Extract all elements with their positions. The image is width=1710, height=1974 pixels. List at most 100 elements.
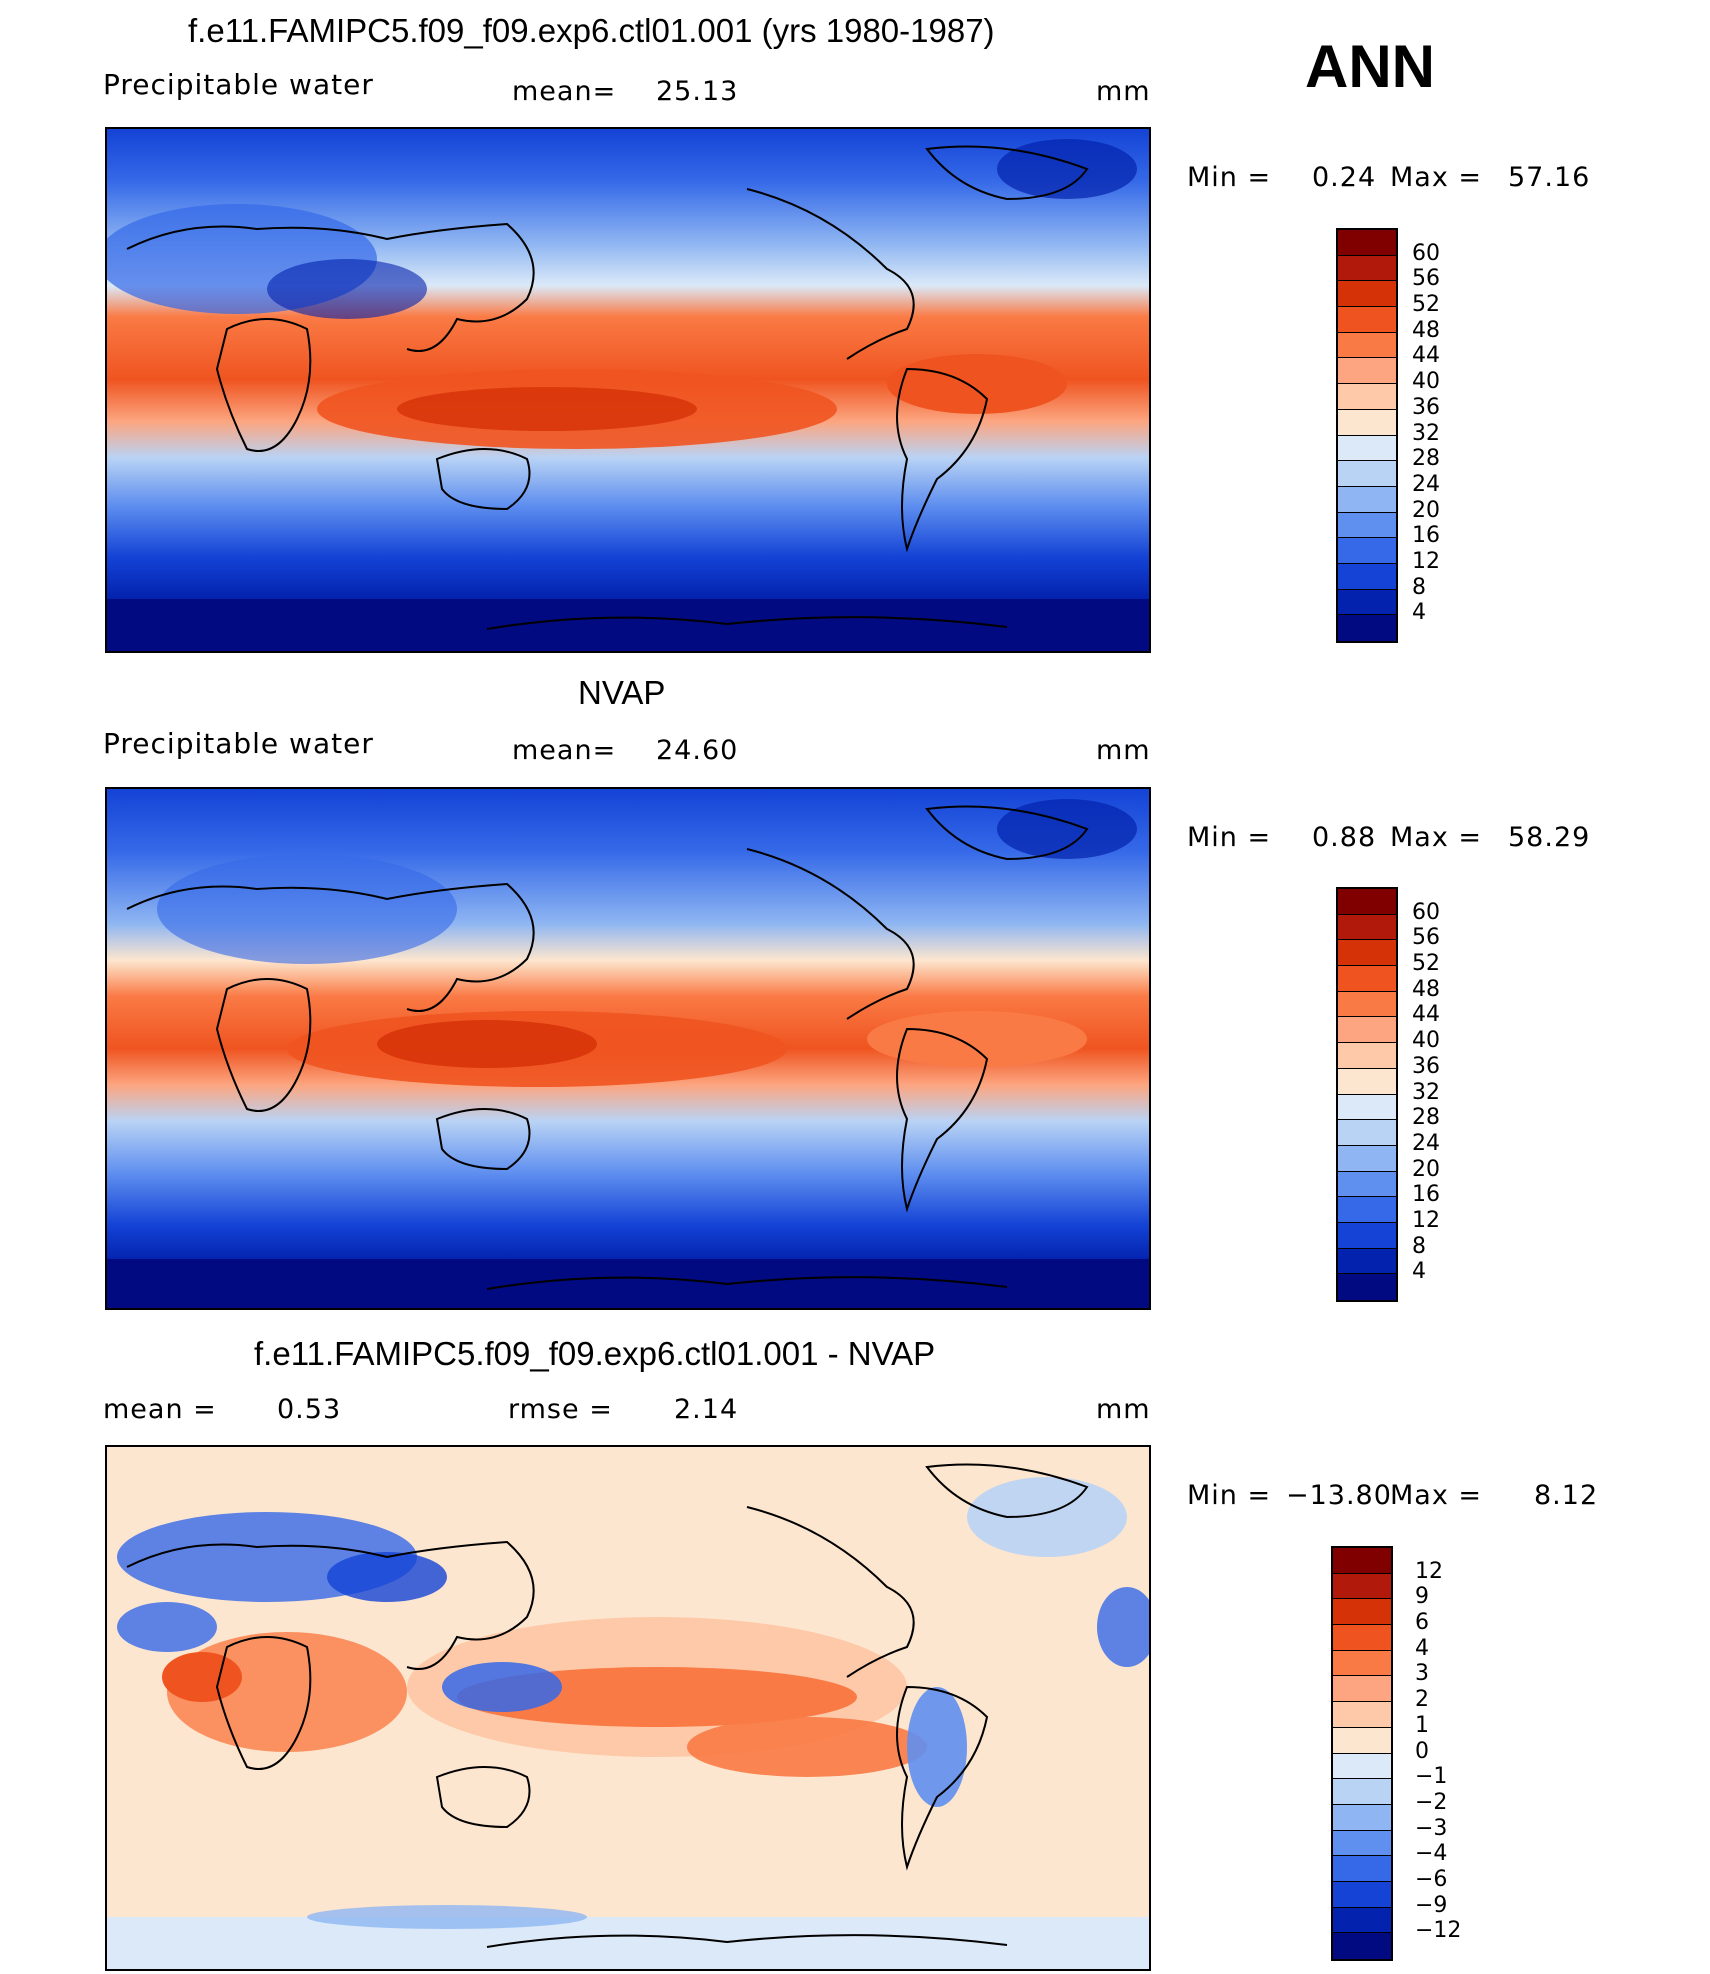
colorbar-tick-label: 60 (1412, 240, 1440, 266)
colorbar-swatch (1338, 230, 1396, 256)
colorbar-swatch (1338, 486, 1396, 513)
colorbar-tick-label: 60 (1412, 899, 1440, 925)
colorbar-tick-label: −4 (1415, 1841, 1448, 1867)
colorbar-swatch (1338, 914, 1396, 941)
colorbar-swatch (1333, 1907, 1391, 1934)
colorbar-tick-label: −12 (1415, 1918, 1462, 1944)
colorbar-swatch (1338, 461, 1396, 487)
colorbar-swatch (1338, 281, 1396, 308)
colorbar-swatch (1333, 1599, 1391, 1626)
colorbar-tick-label: 28 (1412, 446, 1440, 472)
panel3-max-label: Max = (1390, 1480, 1483, 1511)
colorbar-swatch (1333, 1573, 1391, 1600)
panel3-min-value: −13.80 (1286, 1480, 1392, 1511)
panel3-colorbar (1331, 1546, 1393, 1961)
panel3-map-svg (107, 1447, 1149, 1969)
panel2-max-value: 58.29 (1508, 822, 1591, 853)
colorbar-tick-label: 20 (1412, 1156, 1440, 1182)
colorbar-swatch (1338, 1145, 1396, 1172)
colorbar-swatch (1338, 1094, 1396, 1121)
panel2-map-svg (107, 789, 1149, 1308)
colorbar-tick-label: 8 (1412, 574, 1426, 600)
colorbar-swatch (1338, 1197, 1396, 1223)
colorbar-swatch (1338, 409, 1396, 436)
colorbar-swatch (1333, 1753, 1391, 1780)
colorbar-swatch (1338, 1017, 1396, 1044)
colorbar-tick-label: 4 (1412, 1259, 1426, 1285)
colorbar-swatch (1333, 1804, 1391, 1831)
colorbar-swatch (1338, 1043, 1396, 1069)
colorbar-swatch (1338, 940, 1396, 967)
colorbar-swatch (1333, 1727, 1391, 1754)
panel2-colorbar (1336, 887, 1398, 1302)
colorbar-tick-label: 52 (1412, 292, 1440, 318)
colorbar-swatch (1338, 384, 1396, 410)
panel2-map (105, 787, 1151, 1310)
panel2-variable-label: Precipitable water (103, 727, 374, 760)
colorbar-swatch (1338, 563, 1396, 590)
colorbar-tick-label: 44 (1412, 1002, 1440, 1028)
panel1-map (105, 127, 1151, 653)
colorbar-swatch (1338, 332, 1396, 359)
colorbar-tick-label: 44 (1412, 343, 1440, 369)
colorbar-tick-label: 48 (1412, 317, 1440, 343)
panel1-unit: mm (1096, 76, 1151, 107)
colorbar-tick-label: 52 (1412, 951, 1440, 977)
colorbar-swatch (1338, 1248, 1396, 1275)
panel2-mean-label: mean= (512, 735, 617, 766)
panel2-coastlines (126, 805, 1089, 1290)
colorbar-swatch (1333, 1650, 1391, 1677)
panel1-max-label: Max = (1390, 162, 1483, 193)
colorbar-tick-label: 9 (1415, 1584, 1429, 1610)
panel3-max-value: 8.12 (1534, 1480, 1599, 1511)
panel1-min-value: 0.24 (1312, 162, 1377, 193)
colorbar-tick-label: −1 (1415, 1764, 1448, 1790)
panel1-min-label: Min = (1187, 162, 1272, 193)
colorbar-swatch (1338, 889, 1396, 915)
panel3-map (105, 1445, 1151, 1971)
colorbar-tick-label: 48 (1412, 976, 1440, 1002)
panel3-rmse-label: rmse = (508, 1394, 613, 1425)
colorbar-tick-label: −2 (1415, 1789, 1448, 1815)
colorbar-swatch (1338, 1274, 1396, 1300)
panel2-min-label: Min = (1187, 822, 1272, 853)
colorbar-swatch (1338, 615, 1396, 641)
panel1-colorbar (1336, 228, 1398, 643)
colorbar-swatch (1338, 358, 1396, 385)
colorbar-swatch (1338, 538, 1396, 564)
colorbar-tick-label: 4 (1415, 1635, 1429, 1661)
colorbar-tick-label: 36 (1412, 1053, 1440, 1079)
colorbar-swatch (1338, 966, 1396, 992)
colorbar-swatch (1338, 1171, 1396, 1198)
colorbar-tick-label: 3 (1415, 1661, 1429, 1687)
colorbar-tick-label: 56 (1412, 925, 1440, 951)
colorbar-tick-label: 56 (1412, 266, 1440, 292)
colorbar-tick-label: 24 (1412, 1130, 1440, 1156)
panel2-unit: mm (1096, 735, 1151, 766)
colorbar-swatch (1333, 1702, 1391, 1728)
colorbar-tick-label: 12 (1412, 548, 1440, 574)
panel2-min-value: 0.88 (1312, 822, 1377, 853)
colorbar-tick-label: 32 (1412, 420, 1440, 446)
colorbar-swatch (1333, 1933, 1391, 1959)
colorbar-swatch (1333, 1856, 1391, 1882)
colorbar-tick-label: 2 (1415, 1687, 1429, 1713)
colorbar-tick-label: −9 (1415, 1892, 1448, 1918)
colorbar-swatch (1333, 1625, 1391, 1651)
colorbar-tick-label: 24 (1412, 471, 1440, 497)
panel3-mean-label: mean = (103, 1394, 217, 1425)
colorbar-tick-label: 12 (1412, 1207, 1440, 1233)
colorbar-swatch (1338, 512, 1396, 539)
panel3-mean-value: 0.53 (277, 1394, 342, 1425)
colorbar-tick-label: 32 (1412, 1079, 1440, 1105)
panel3-min-label: Min = (1187, 1480, 1272, 1511)
colorbar-swatch (1338, 1222, 1396, 1249)
season-label: ANN (1305, 33, 1435, 100)
colorbar-tick-label: 40 (1412, 369, 1440, 395)
colorbar-tick-label: 0 (1415, 1738, 1429, 1764)
panel2-max-label: Max = (1390, 822, 1483, 853)
colorbar-swatch (1333, 1779, 1391, 1805)
panel3-title: f.e11.FAMIPC5.f09_f09.exp6.ctl01.001 - N… (254, 1335, 936, 1372)
colorbar-tick-label: −3 (1415, 1815, 1448, 1841)
colorbar-tick-label: 40 (1412, 1028, 1440, 1054)
